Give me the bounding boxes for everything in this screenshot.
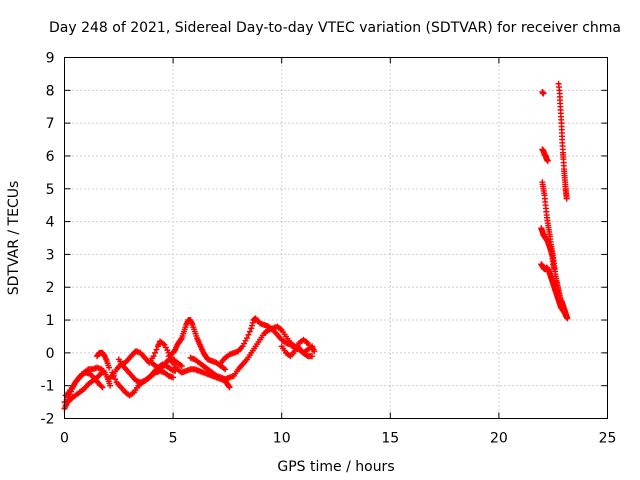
plot-frame (64, 57, 608, 419)
series-track-d (94, 349, 113, 371)
data-point (245, 331, 252, 338)
series-track-n (539, 146, 551, 164)
y-tick-label: 2 (46, 280, 55, 296)
series-track-i (165, 317, 229, 373)
x-tick-label: 10 (273, 431, 291, 447)
data-point (563, 195, 570, 202)
data-point (109, 369, 116, 376)
y-tick-label: 8 (46, 83, 55, 99)
y-tick-label: 5 (46, 182, 55, 198)
data-point (178, 336, 185, 343)
x-tick-label: 25 (599, 431, 617, 447)
data-point (178, 362, 185, 369)
series-track-q (538, 261, 570, 320)
data-point (152, 349, 158, 356)
x-tick-label: 0 (60, 431, 69, 447)
data-point (100, 367, 107, 374)
y-tick-label: 4 (46, 215, 55, 231)
series-track-r (555, 80, 570, 202)
data-point (98, 383, 105, 390)
series-track-m (539, 88, 547, 97)
data-markers (61, 80, 571, 412)
x-tick-label: 20 (490, 431, 508, 447)
data-point (246, 328, 253, 335)
data-point (110, 372, 117, 379)
data-point (309, 353, 316, 360)
chart-title: Day 248 of 2021, Sidereal Day-to-day VTE… (49, 20, 621, 36)
data-point (99, 384, 106, 391)
series-track-l (278, 336, 316, 360)
data-point (540, 90, 547, 97)
data-point (309, 346, 316, 353)
data-point (112, 376, 119, 383)
data-point (544, 157, 551, 164)
data-point (563, 313, 570, 320)
data-point (150, 353, 157, 360)
data-point (243, 335, 250, 342)
y-tick-label: 0 (46, 346, 55, 362)
y-tick-label: 3 (46, 247, 55, 263)
y-tick-label: 7 (46, 116, 55, 132)
axis-ticks: 0 5 10 15 20 25 -2 -1 0 1 2 3 4 5 6 7 8 9 (41, 51, 617, 447)
series-track-p (538, 225, 558, 273)
data-point (99, 369, 106, 376)
data-point (153, 346, 160, 353)
data-point (106, 364, 113, 371)
data-point (64, 390, 71, 397)
y-axis-label: SDTVAR / TECUs (6, 181, 22, 296)
series-track-b (61, 367, 107, 406)
data-point (249, 322, 256, 329)
data-point (222, 366, 229, 373)
grid-lines (64, 57, 608, 419)
y-tick-label: 1 (46, 313, 55, 329)
data-point (249, 319, 256, 326)
series-track-c (62, 369, 106, 399)
y-tick-label: -2 (41, 412, 55, 428)
x-axis-label: GPS time / hours (277, 459, 394, 475)
series-track-o (539, 179, 571, 322)
data-point (551, 266, 558, 273)
y-tick-label: 6 (46, 149, 55, 165)
series-track-k (217, 315, 318, 366)
y-tick-label: -1 (41, 379, 55, 395)
x-tick-label: 15 (381, 431, 399, 447)
x-tick-label: 5 (169, 431, 178, 447)
data-point (248, 325, 255, 332)
data-point (226, 384, 233, 391)
data-point (225, 383, 232, 390)
y-tick-label: 9 (46, 51, 55, 67)
data-point (107, 382, 114, 389)
series-track-f (109, 367, 177, 399)
data-point (170, 374, 177, 381)
